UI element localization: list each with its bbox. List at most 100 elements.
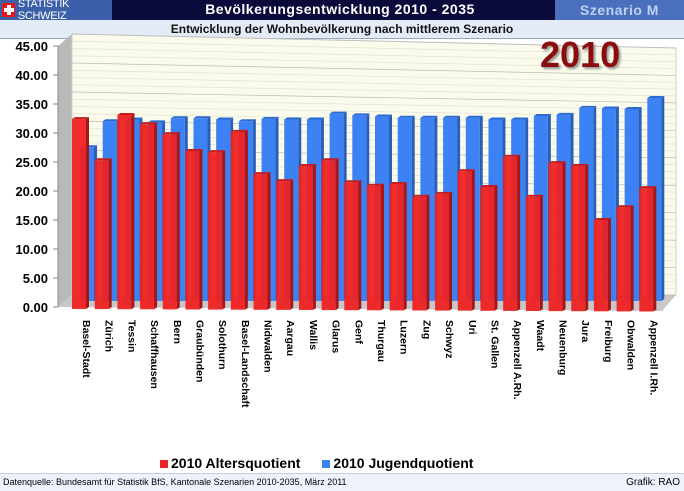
footer: Datenquelle: Bundesamt für Statistik BfS… [0, 473, 684, 491]
bar-altersquotient [163, 134, 177, 309]
bar-altersquotient [276, 181, 290, 310]
x-tick-label: Waadt [534, 320, 546, 352]
bar-altersquotient [549, 163, 563, 311]
legend-swatch [322, 460, 330, 468]
bar-side [653, 186, 656, 311]
x-tick-label: Obwalden [625, 320, 637, 370]
bar-altersquotient [185, 151, 199, 310]
bar-side [86, 117, 89, 309]
bar-altersquotient [390, 184, 404, 310]
x-tick-label: Basel-Stadt [80, 320, 92, 378]
bar-top [239, 119, 256, 121]
bar-side [631, 205, 634, 311]
x-tick-label: Genf [352, 320, 364, 344]
bar-top [231, 130, 248, 132]
x-tick-label: Freiburg [602, 320, 614, 363]
bar-altersquotient [344, 182, 358, 310]
bar-side [268, 172, 271, 310]
bar-altersquotient [72, 119, 86, 309]
x-tick-label: Appenzell I.Rh. [647, 320, 659, 395]
bar-side [313, 164, 316, 310]
y-tick-label: 0.00 [23, 300, 48, 315]
x-tick-label: Basel-Landschaft [239, 320, 251, 408]
bar-side [472, 169, 475, 310]
bar-altersquotient [117, 115, 131, 309]
bar-altersquotient [231, 132, 245, 310]
x-tick-label: Schaffhausen [148, 320, 160, 389]
legend-item-alters: 2010 Altersquotient [160, 455, 300, 471]
bar-side [199, 149, 202, 310]
legend-label: 2010 Jugendquotient [333, 455, 473, 471]
y-tick-label: 10.00 [15, 242, 48, 257]
bar-altersquotient [480, 187, 494, 311]
bar-altersquotient [208, 152, 222, 309]
y-tick-label: 45.00 [15, 39, 48, 54]
bar-top [117, 113, 134, 115]
y-tick-label: 15.00 [15, 213, 48, 228]
bar-top [148, 120, 165, 122]
bar-altersquotient [367, 186, 381, 311]
bar-altersquotient [458, 171, 472, 310]
x-tick-label: Tessin [125, 320, 137, 352]
bar-side [222, 150, 225, 309]
bar-side [336, 158, 339, 310]
bar-side [608, 218, 611, 311]
legend-swatch [160, 460, 168, 468]
bar-side [661, 96, 664, 301]
bar-top [163, 132, 180, 134]
x-tick-label: Bern [171, 320, 183, 344]
bar-altersquotient [503, 157, 517, 311]
bar-side [404, 182, 407, 310]
bar-altersquotient [571, 166, 585, 311]
bar-altersquotient [526, 197, 540, 311]
bar-side [517, 155, 520, 311]
bar-altersquotient [254, 174, 268, 310]
bar-altersquotient [412, 197, 426, 311]
x-tick-label: Appenzell A.Rh. [511, 320, 523, 400]
bar-side [109, 158, 112, 309]
bar-side [131, 113, 134, 309]
footer-source: Datenquelle: Bundesamt für Statistik BfS… [3, 474, 347, 491]
y-tick-label: 20.00 [15, 184, 48, 199]
bar-side [154, 122, 157, 309]
bar-top [72, 117, 89, 119]
bar-altersquotient [140, 124, 154, 309]
bar-altersquotient [617, 207, 631, 311]
bar-top [185, 149, 202, 151]
left-wall [58, 34, 72, 307]
bar-top [171, 116, 188, 118]
y-tick-label: 40.00 [15, 68, 48, 83]
bar-side [245, 130, 248, 310]
x-tick-label: Zürich [103, 320, 115, 352]
x-tick-label: Wallis [307, 320, 319, 350]
footer-credit: Grafik: RAO [626, 474, 680, 491]
bar-altersquotient [322, 160, 336, 310]
x-tick-label: Luzern [398, 320, 410, 354]
y-tick-label: 30.00 [15, 126, 48, 141]
bar-side [585, 164, 588, 311]
bar-side [290, 179, 293, 310]
y-tick-label: 35.00 [15, 97, 48, 112]
bar-side [540, 195, 543, 311]
x-tick-label: St. Gallen [488, 320, 500, 368]
bar-side [449, 192, 452, 311]
x-tick-label: Uri [466, 320, 478, 335]
bar-altersquotient [639, 188, 653, 311]
bar-side [358, 180, 361, 310]
y-tick-label: 25.00 [15, 155, 48, 170]
bar-top [140, 122, 157, 124]
x-tick-label: Jura [579, 320, 591, 342]
bar-altersquotient [299, 166, 313, 310]
x-tick-label: Aargau [284, 320, 296, 356]
bar-side [426, 195, 429, 311]
chart-title: 2010 [540, 34, 620, 76]
bar-top [208, 150, 225, 152]
x-tick-label: Graubünden [193, 320, 205, 382]
x-tick-label: Schwyz [443, 320, 455, 359]
bar-side [177, 132, 180, 309]
bar-top [193, 116, 210, 118]
x-tick-label: Zug [420, 320, 432, 339]
legend-item-jugend: 2010 Jugendquotient [322, 455, 473, 471]
bar-side [563, 161, 566, 311]
bar-altersquotient [95, 160, 109, 309]
